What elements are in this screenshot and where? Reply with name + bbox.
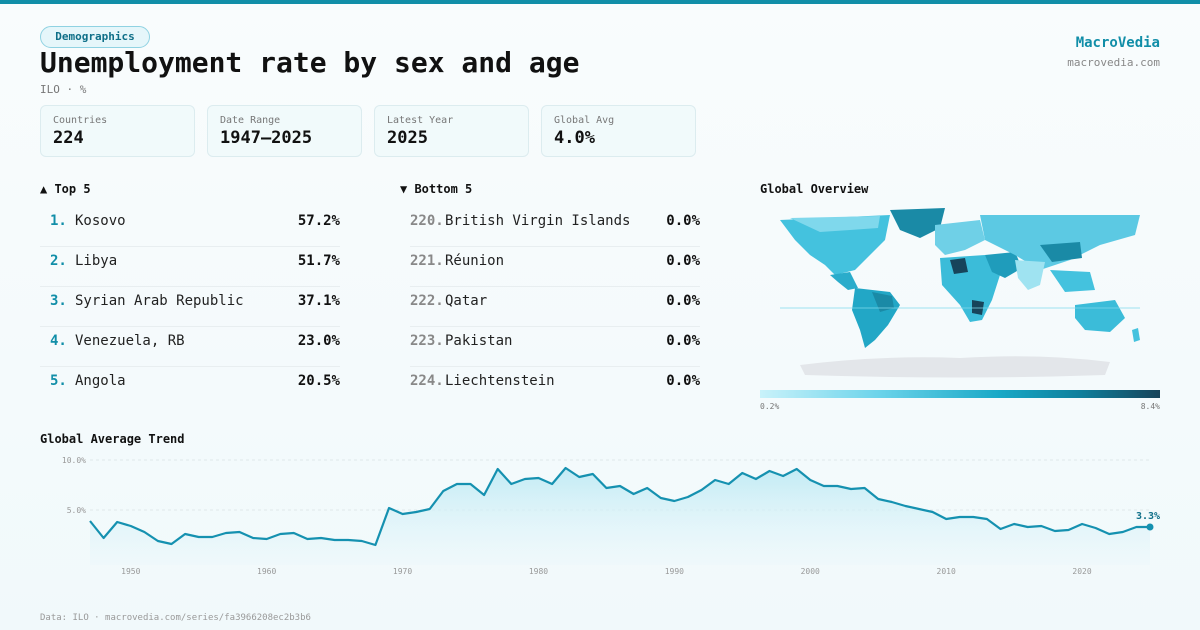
stat-label: Global Avg	[554, 115, 615, 126]
stat-card-countries: Countries 224	[40, 105, 195, 157]
country-name: Libya	[75, 253, 118, 269]
stat-value: 2025	[387, 128, 428, 148]
footer-source: Data: ILO · macrovedia.com/series/fa3966…	[40, 613, 311, 623]
country-value: 57.2%	[297, 213, 340, 229]
list-item[interactable]: 3. Syrian Arab Republic 37.1%	[40, 287, 340, 327]
page-title: Unemployment rate by sex and age	[40, 46, 580, 79]
map-region-asia	[980, 215, 1140, 270]
stat-value: 4.0%	[554, 128, 595, 148]
map-region-asia-east	[1040, 242, 1082, 262]
trend-xtick-label: 1990	[665, 567, 684, 576]
trend-ytick-label: 10.0%	[62, 456, 86, 465]
map-region-greenland	[890, 208, 945, 238]
top5-heading: ▲ Top 5	[40, 182, 91, 196]
map-region-new-zealand	[1132, 328, 1140, 342]
country-name: Angola	[75, 373, 126, 389]
brand-url[interactable]: macrovedia.com	[1067, 56, 1160, 69]
trend-xtick-label: 1960	[257, 567, 276, 576]
map-region-europe	[935, 220, 985, 255]
category-tag[interactable]: Demographics	[40, 26, 150, 48]
trend-line	[89, 466, 1150, 547]
map-region-central-america	[830, 272, 858, 290]
list-item[interactable]: 1. Kosovo 57.2%	[40, 207, 340, 247]
country-value: 23.0%	[297, 333, 340, 349]
trend-xtick-label: 1980	[529, 567, 548, 576]
rank-number: 1.	[50, 213, 67, 229]
trend-xtick-label: 2000	[801, 567, 820, 576]
country-value: 0.0%	[666, 373, 700, 389]
rank-number: 222.	[410, 293, 444, 309]
map-region-middle-east	[985, 252, 1022, 278]
page-subtitle: ILO · %	[40, 83, 87, 96]
list-item[interactable]: 222. Qatar 0.0%	[410, 287, 700, 327]
rank-number: 221.	[410, 253, 444, 269]
stat-label: Countries	[53, 115, 108, 126]
rank-number: 3.	[50, 293, 67, 309]
map-region-australia	[1075, 300, 1125, 332]
country-name: Kosovo	[75, 213, 126, 229]
stat-card-latest-year: Latest Year 2025	[374, 105, 529, 157]
stat-value: 1947–2025	[220, 128, 313, 148]
global-trend-chart[interactable]: 5.0% 10.0% 1950 1960 1970 1980 1990 2000 2010 20…	[40, 450, 1160, 585]
rank-number: 2.	[50, 253, 67, 269]
list-item[interactable]: 224. Liechtenstein 0.0%	[410, 367, 700, 407]
country-value: 20.5%	[297, 373, 340, 389]
country-value: 37.1%	[297, 293, 340, 309]
country-value: 0.0%	[666, 293, 700, 309]
rank-number: 5.	[50, 373, 67, 389]
trend-xtick-label: 1970	[393, 567, 412, 576]
country-name: British Virgin Islands	[445, 213, 631, 229]
country-value: 0.0%	[666, 253, 700, 269]
trend-last-label: 3.3%	[1136, 511, 1160, 522]
stat-card-global-avg: Global Avg 4.0%	[541, 105, 696, 157]
brand-name[interactable]: MacroVedia	[1075, 35, 1160, 51]
trend-ytick-label: 5.0%	[67, 506, 86, 515]
trend-xtick-label: 2010	[937, 567, 956, 576]
legend-max-label: 8.4%	[1140, 402, 1160, 411]
map-region-canada-north	[790, 216, 880, 232]
rank-number: 220.	[410, 213, 444, 229]
country-name: Réunion	[445, 253, 505, 269]
stat-label: Date Range	[220, 115, 281, 126]
bottom5-heading: ▼ Bottom 5	[400, 182, 473, 196]
top-accent-bar	[0, 0, 1200, 4]
country-value: 0.0%	[666, 213, 700, 229]
country-name: Venezuela, RB	[75, 333, 185, 349]
country-name: Pakistan	[445, 333, 513, 349]
trend-xtick-label: 2020	[1072, 567, 1091, 576]
trend-xtick-label: 1950	[121, 567, 140, 576]
stat-card-date-range: Date Range 1947–2025	[207, 105, 362, 157]
map-color-legend	[760, 390, 1160, 398]
list-item[interactable]: 4. Venezuela, RB 23.0%	[40, 327, 340, 367]
stat-value: 224	[53, 128, 84, 148]
trend-last-point[interactable]	[1146, 523, 1154, 531]
list-item[interactable]: 223. Pakistan 0.0%	[410, 327, 700, 367]
map-region-africa-south	[972, 300, 984, 315]
rank-number: 223.	[410, 333, 444, 349]
country-value: 51.7%	[297, 253, 340, 269]
trend-heading: Global Average Trend	[40, 432, 185, 446]
world-choropleth-map[interactable]	[760, 200, 1160, 380]
map-region-antarctica	[800, 356, 1110, 378]
list-item[interactable]: 220. British Virgin Islands 0.0%	[410, 207, 700, 247]
map-heading: Global Overview	[760, 182, 869, 196]
rank-number: 224.	[410, 373, 444, 389]
list-item[interactable]: 5. Angola 20.5%	[40, 367, 340, 407]
map-region-southeast-asia	[1050, 270, 1095, 292]
country-name: Qatar	[445, 293, 488, 309]
map-region-south-asia	[1015, 260, 1045, 290]
country-name: Syrian Arab Republic	[75, 293, 244, 309]
trend-area	[90, 468, 1150, 565]
list-item[interactable]: 2. Libya 51.7%	[40, 247, 340, 287]
rank-number: 4.	[50, 333, 67, 349]
country-name: Liechtenstein	[445, 373, 555, 389]
country-value: 0.0%	[666, 333, 700, 349]
legend-min-label: 0.2%	[760, 402, 780, 411]
map-region-south-america-east	[872, 292, 894, 312]
list-item[interactable]: 221. Réunion 0.0%	[410, 247, 700, 287]
map-region-africa-north	[950, 258, 968, 274]
map-region-north-america	[780, 215, 890, 275]
stat-label: Latest Year	[387, 115, 454, 126]
